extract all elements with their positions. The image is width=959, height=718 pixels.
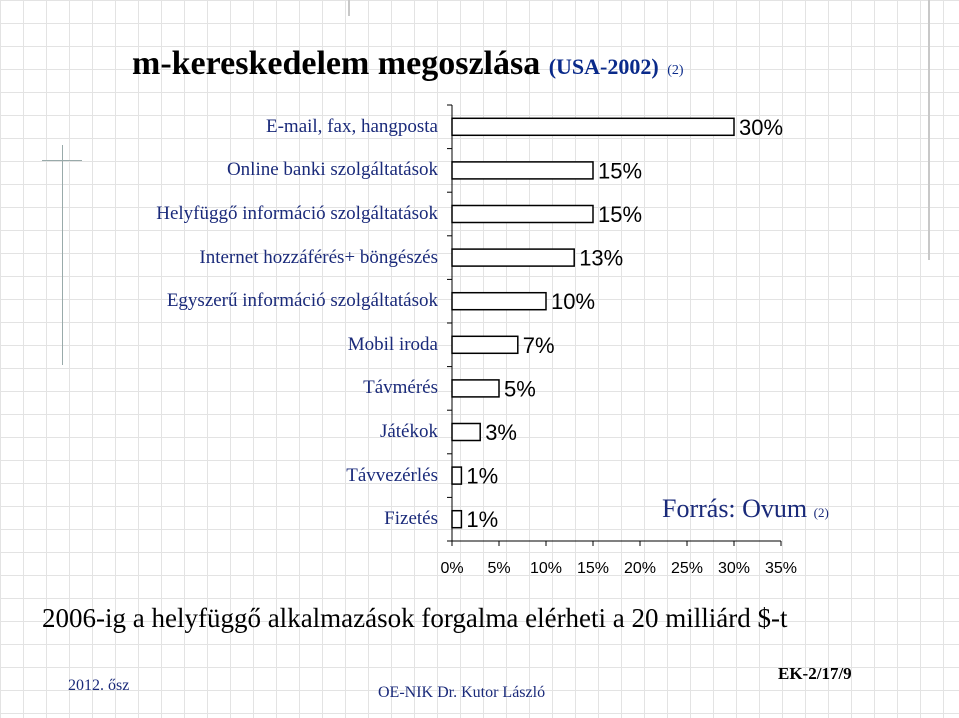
- category-label: Távvezérlés: [346, 464, 438, 486]
- x-tick-label: 25%: [671, 560, 703, 577]
- category-label: E-mail, fax, hangposta: [265, 115, 438, 137]
- x-tick-label: 20%: [624, 560, 656, 577]
- source-text: Forrás: Ovum: [662, 494, 808, 523]
- bar-value-label: 5%: [504, 376, 536, 401]
- bar-value-label: 1%: [466, 507, 498, 532]
- footer-author: OE-NIK Dr. Kutor László: [378, 684, 546, 701]
- bar: [451, 161, 594, 180]
- bar: [451, 117, 735, 137]
- bar: [451, 509, 463, 529]
- x-tick-label: 0%: [440, 560, 463, 577]
- bar: [451, 248, 575, 267]
- bar: [451, 291, 547, 311]
- category-label: Játékok: [379, 421, 438, 442]
- bar: [451, 422, 481, 442]
- category-label: Internet hozzáférés+ böngészés: [199, 246, 438, 268]
- category-label: Egyszerű információ szolgáltatások: [166, 290, 438, 312]
- source-reference: (2): [813, 505, 829, 520]
- x-tick-label: 5%: [487, 560, 510, 577]
- category-label: Helyfüggő információ szolgáltatások: [156, 203, 438, 224]
- bar: [451, 379, 500, 398]
- category-label: Mobil iroda: [347, 333, 438, 355]
- source-note: Forrás: Ovum (2): [662, 494, 829, 524]
- bar-value-label: 10%: [551, 289, 595, 314]
- page-title: m-kereskedelem megoszlása (USA-2002) (2): [132, 44, 684, 91]
- footer-slide-id: EK-2/17/9: [778, 664, 852, 683]
- bar-value-label: 1%: [466, 464, 498, 489]
- x-tick-label: 10%: [530, 560, 562, 577]
- bar: [451, 335, 519, 355]
- category-label: Távmérés: [363, 377, 438, 399]
- bar-value-label: 15%: [598, 202, 642, 227]
- decorative-line: [62, 145, 63, 365]
- corner-decoration: [348, 0, 350, 16]
- x-tick-label: 15%: [577, 560, 609, 577]
- bar: [451, 204, 594, 224]
- title-main: m-kereskedelem megoszlása: [132, 45, 541, 82]
- x-tick-label: 30%: [718, 560, 750, 577]
- bar-value-label: 3%: [485, 420, 517, 445]
- bar-value-label: 7%: [523, 333, 555, 358]
- bar-value-label: 15%: [598, 158, 642, 183]
- x-tick-label: 35%: [765, 560, 797, 577]
- bar-value-label: 13%: [579, 246, 623, 271]
- title-subtitle: (USA-2002): [548, 54, 659, 79]
- footer-date: 2012. ősz: [68, 677, 130, 694]
- title-reference: (2): [667, 63, 684, 78]
- summary-statement: 2006-ig a helyfüggő alkalmazások forgalm…: [42, 603, 788, 633]
- bar-value-label: 30%: [739, 115, 783, 140]
- bar: [451, 466, 463, 485]
- corner-decoration: [928, 0, 954, 260]
- category-label: Fizetés: [384, 508, 438, 530]
- category-label: Online banki szolgáltatások: [226, 159, 438, 181]
